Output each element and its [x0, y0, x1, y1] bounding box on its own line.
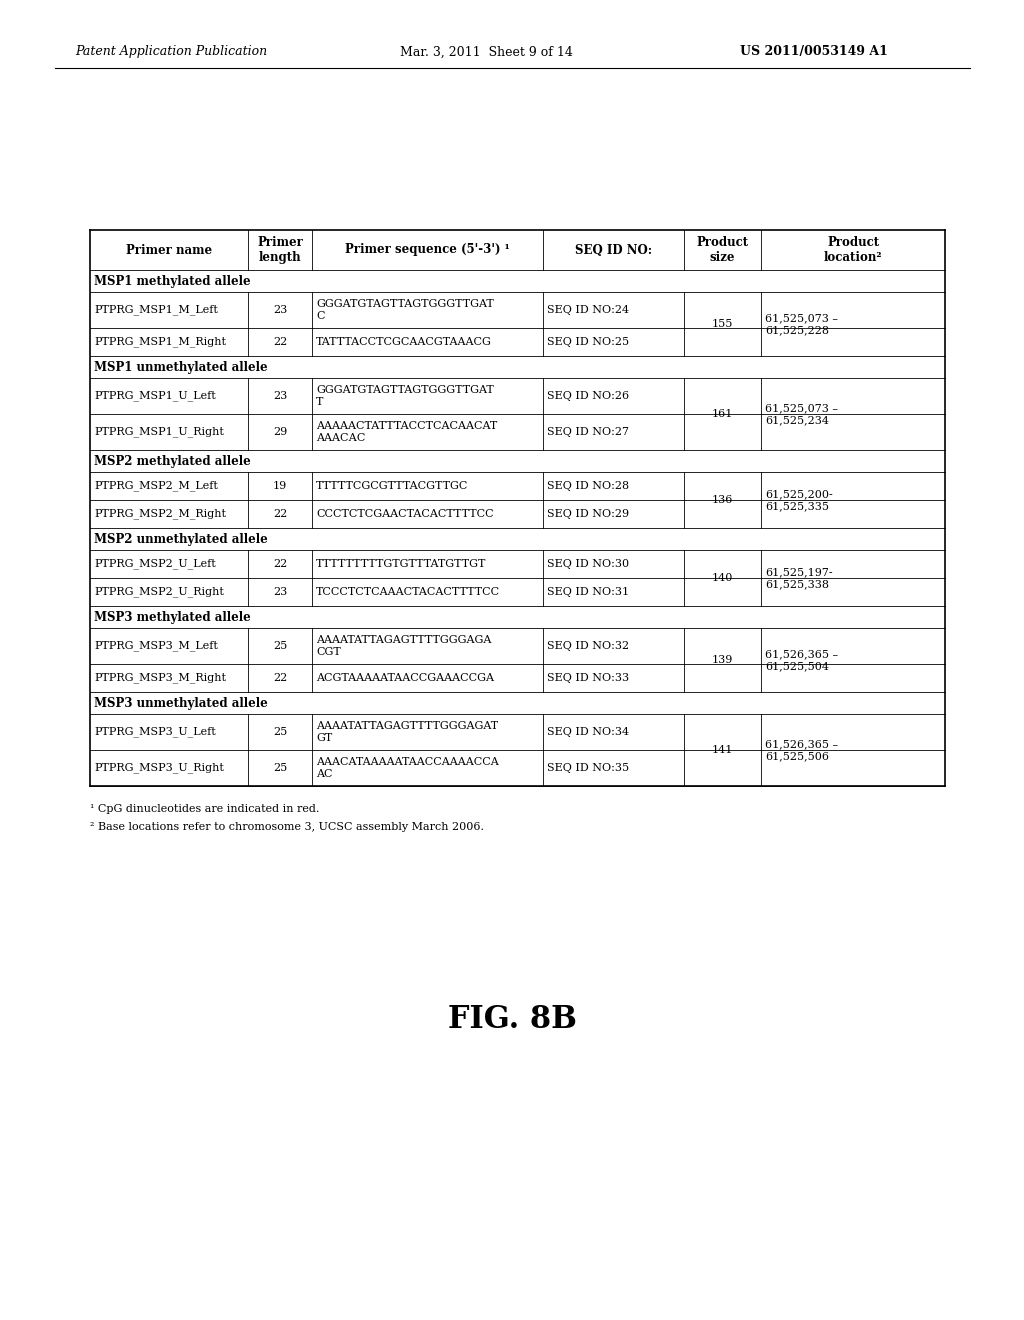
Text: TATTTACCTCGCAACGTAAACG: TATTTACCTCGCAACGTAAACG — [316, 337, 493, 347]
Text: 23: 23 — [273, 391, 288, 401]
Text: Primer
length: Primer length — [257, 236, 303, 264]
Text: 23: 23 — [273, 587, 288, 597]
Text: GGGATGTAGTTAGTGGGTTGAT
C: GGGATGTAGTTAGTGGGTTGAT C — [316, 300, 494, 321]
Text: PTPRG_MSP1_M_Right: PTPRG_MSP1_M_Right — [94, 337, 226, 347]
Text: SEQ ID NO:: SEQ ID NO: — [575, 243, 652, 256]
Text: TTTTTCGCGTTTACGTTGC: TTTTTCGCGTTTACGTTGC — [316, 480, 469, 491]
Text: AAACATAAAAATAACCAAAACCA
AC: AAACATAAAAATAACCAAAACCA AC — [316, 758, 499, 779]
Text: PTPRG_MSP3_M_Left: PTPRG_MSP3_M_Left — [94, 640, 218, 651]
Text: 61,526,365 –
61,525,506: 61,526,365 – 61,525,506 — [765, 739, 839, 760]
Text: AAAATATTAGAGTTTTGGGAGA
CGT: AAAATATTAGAGTTTTGGGAGA CGT — [316, 635, 492, 657]
Text: Primer sequence (5'-3') ¹: Primer sequence (5'-3') ¹ — [345, 243, 510, 256]
Text: SEQ ID NO:33: SEQ ID NO:33 — [547, 673, 630, 682]
Text: PTPRG_MSP1_U_Right: PTPRG_MSP1_U_Right — [94, 426, 224, 437]
Text: SEQ ID NO:25: SEQ ID NO:25 — [547, 337, 630, 347]
Text: SEQ ID NO:32: SEQ ID NO:32 — [547, 642, 630, 651]
Text: SEQ ID NO:24: SEQ ID NO:24 — [547, 305, 630, 315]
Text: 61,525,197-
61,525,338: 61,525,197- 61,525,338 — [765, 568, 833, 589]
Text: Primer name: Primer name — [126, 243, 212, 256]
Text: Product
size: Product size — [696, 236, 749, 264]
Text: ¹ CpG dinucleotides are indicated in red.: ¹ CpG dinucleotides are indicated in red… — [90, 804, 319, 814]
Text: FIG. 8B: FIG. 8B — [447, 1005, 577, 1035]
Text: 29: 29 — [273, 426, 288, 437]
Text: 61,526,365 –
61,525,504: 61,526,365 – 61,525,504 — [765, 649, 839, 671]
Text: SEQ ID NO:28: SEQ ID NO:28 — [547, 480, 630, 491]
Text: GGGATGTAGTTAGTGGGTTGAT
T: GGGATGTAGTTAGTGGGTTGAT T — [316, 385, 494, 407]
Text: MSP1 methylated allele: MSP1 methylated allele — [94, 275, 251, 288]
Text: MSP2 methylated allele: MSP2 methylated allele — [94, 454, 251, 467]
Text: TTTTTTTTTGTGTTTATGTTGT: TTTTTTTTTGTGTTTATGTTGT — [316, 558, 486, 569]
Text: TCCCTCTCAAACTACACTTTTCC: TCCCTCTCAAACTACACTTTTCC — [316, 587, 501, 597]
Text: PTPRG_MSP1_M_Left: PTPRG_MSP1_M_Left — [94, 305, 218, 315]
Text: 23: 23 — [273, 305, 288, 315]
Text: SEQ ID NO:35: SEQ ID NO:35 — [547, 763, 630, 774]
Text: 140: 140 — [712, 573, 733, 583]
Text: SEQ ID NO:31: SEQ ID NO:31 — [547, 587, 630, 597]
Text: 161: 161 — [712, 409, 733, 418]
Text: CCCTCTCGAACTACACTTTTCC: CCCTCTCGAACTACACTTTTCC — [316, 510, 494, 519]
Text: 61,525,073 –
61,525,234: 61,525,073 – 61,525,234 — [765, 403, 839, 425]
Text: 61,525,200-
61,525,335: 61,525,200- 61,525,335 — [765, 490, 833, 511]
Text: Product
location²: Product location² — [824, 236, 883, 264]
Text: 25: 25 — [273, 727, 288, 737]
Text: AAAAACTATTTACCTCACAACAT
AAACАС: AAAAACTATTTACCTCACAACAT AAACАС — [316, 421, 498, 442]
Text: MSP3 unmethylated allele: MSP3 unmethylated allele — [94, 697, 267, 710]
Text: MSP3 methylated allele: MSP3 methylated allele — [94, 610, 251, 623]
Text: PTPRG_MSP2_U_Left: PTPRG_MSP2_U_Left — [94, 558, 216, 569]
Text: ACGTAAAAATAACCGAAACCGA: ACGTAAAAATAACCGAAACCGA — [316, 673, 495, 682]
Text: 61,525,073 –
61,525,228: 61,525,073 – 61,525,228 — [765, 313, 839, 335]
Text: 139: 139 — [712, 655, 733, 665]
Text: 22: 22 — [273, 337, 288, 347]
Text: US 2011/0053149 A1: US 2011/0053149 A1 — [740, 45, 888, 58]
Text: PTPRG_MSP2_M_Right: PTPRG_MSP2_M_Right — [94, 508, 226, 519]
Text: SEQ ID NO:30: SEQ ID NO:30 — [547, 558, 630, 569]
Text: PTPRG_MSP3_M_Right: PTPRG_MSP3_M_Right — [94, 673, 226, 684]
Text: SEQ ID NO:26: SEQ ID NO:26 — [547, 391, 630, 401]
Text: 155: 155 — [712, 319, 733, 329]
Text: PTPRG_MSP2_M_Left: PTPRG_MSP2_M_Left — [94, 480, 218, 491]
Text: SEQ ID NO:29: SEQ ID NO:29 — [547, 510, 630, 519]
Text: PTPRG_MSP3_U_Right: PTPRG_MSP3_U_Right — [94, 763, 224, 774]
Text: Patent Application Publication: Patent Application Publication — [75, 45, 267, 58]
Text: 136: 136 — [712, 495, 733, 506]
Text: 141: 141 — [712, 744, 733, 755]
Text: PTPRG_MSP2_U_Right: PTPRG_MSP2_U_Right — [94, 586, 224, 598]
Text: SEQ ID NO:34: SEQ ID NO:34 — [547, 727, 630, 737]
Text: PTPRG_MSP1_U_Left: PTPRG_MSP1_U_Left — [94, 391, 216, 401]
Text: Mar. 3, 2011  Sheet 9 of 14: Mar. 3, 2011 Sheet 9 of 14 — [400, 45, 572, 58]
Text: 19: 19 — [273, 480, 288, 491]
Text: PTPRG_MSP3_U_Left: PTPRG_MSP3_U_Left — [94, 726, 216, 738]
Text: MSP1 unmethylated allele: MSP1 unmethylated allele — [94, 360, 267, 374]
Text: 22: 22 — [273, 673, 288, 682]
Text: 22: 22 — [273, 510, 288, 519]
Text: SEQ ID NO:27: SEQ ID NO:27 — [547, 426, 629, 437]
Text: 22: 22 — [273, 558, 288, 569]
Text: MSP2 unmethylated allele: MSP2 unmethylated allele — [94, 532, 267, 545]
Text: 25: 25 — [273, 642, 288, 651]
Text: ² Base locations refer to chromosome 3, UCSC assembly March 2006.: ² Base locations refer to chromosome 3, … — [90, 822, 484, 832]
Text: 25: 25 — [273, 763, 288, 774]
Text: AAAATATTAGAGTTTTGGGAGAT
GT: AAAATATTAGAGTTTTGGGAGAT GT — [316, 721, 499, 743]
